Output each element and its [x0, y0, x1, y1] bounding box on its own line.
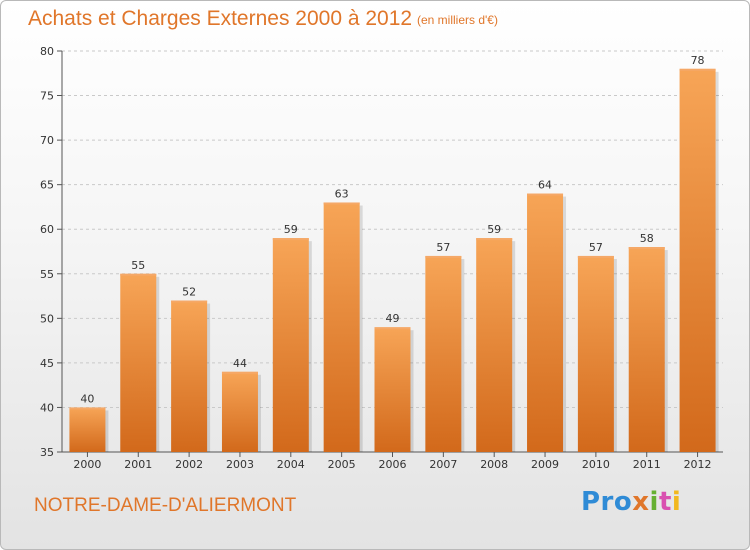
value-label: 59 [487, 223, 501, 236]
logo-part: Pro [581, 487, 633, 517]
bar [679, 68, 716, 453]
bar [577, 255, 614, 452]
y-tick-label: 55 [40, 268, 54, 281]
bar [374, 327, 411, 452]
bar-top [221, 371, 258, 374]
logo-part: i [671, 487, 682, 517]
bar-top [577, 255, 614, 258]
logo-part: i [649, 487, 659, 517]
value-label: 78 [691, 54, 705, 67]
bar-top [527, 193, 564, 196]
y-tick-label: 40 [40, 401, 54, 414]
value-label: 57 [589, 241, 603, 254]
x-tick-label: 2011 [633, 458, 661, 471]
x-tick-label: 2004 [277, 458, 305, 471]
bar [171, 300, 208, 452]
bar-top [120, 273, 157, 276]
chart-title: Achats et Charges Externes 2000 à 2012 [28, 7, 413, 30]
value-label: 55 [131, 259, 145, 272]
y-tick-label: 60 [40, 223, 54, 236]
chart-subtitle: (en milliers d'€) [417, 13, 498, 27]
bar-top [69, 407, 106, 410]
x-tick-label: 2000 [73, 458, 101, 471]
place-name: NOTRE-DAME-D'ALIERMONT [34, 495, 297, 516]
bar [69, 407, 106, 452]
value-label: 59 [284, 223, 298, 236]
bar-top [425, 255, 462, 258]
bar-top [374, 327, 411, 330]
y-tick-label: 80 [40, 45, 54, 58]
value-label: 63 [335, 187, 349, 200]
x-tick-label: 2003 [226, 458, 254, 471]
bar-top [171, 300, 208, 303]
y-tick-label: 75 [40, 90, 54, 103]
value-label: 52 [182, 286, 196, 299]
y-tick-label: 50 [40, 312, 54, 325]
x-tick-label: 2005 [328, 458, 356, 471]
x-tick-label: 2001 [124, 458, 152, 471]
x-tick-label: 2006 [379, 458, 407, 471]
value-label: 64 [538, 179, 552, 192]
y-tick-label: 35 [40, 446, 54, 459]
bar [120, 273, 157, 452]
value-label: 58 [640, 232, 654, 245]
value-label: 40 [80, 392, 94, 405]
bar [476, 238, 513, 452]
logo-part: x [632, 487, 650, 517]
y-tick-label: 70 [40, 134, 54, 147]
bar [425, 255, 462, 452]
logo-part: t [658, 487, 672, 517]
x-tick-label: 2008 [480, 458, 508, 471]
bar [628, 247, 665, 452]
bar [221, 371, 258, 452]
x-tick-label: 2010 [582, 458, 610, 471]
x-tick-label: 2012 [684, 458, 712, 471]
value-label: 44 [233, 357, 247, 370]
x-tick-label: 2002 [175, 458, 203, 471]
value-label: 49 [386, 312, 400, 325]
bar-top [679, 68, 716, 71]
bars [69, 68, 719, 453]
tick-labels: 35 40 45 50 55 60 65 70 75 80 40 2000 55 2001 52 2002 44… [40, 45, 712, 471]
y-tick-label: 45 [40, 357, 54, 370]
bar-top [628, 247, 665, 250]
bar-top [476, 238, 513, 241]
bar [527, 193, 564, 453]
x-tick-label: 2007 [429, 458, 457, 471]
bar-top [272, 238, 309, 241]
bar-top [323, 202, 360, 205]
bar [272, 238, 309, 452]
x-tick-label: 2009 [531, 458, 559, 471]
value-label: 57 [436, 241, 450, 254]
bar [323, 202, 360, 452]
y-tick-label: 65 [40, 179, 54, 192]
proxiti-logo: Proxiti [581, 487, 681, 517]
